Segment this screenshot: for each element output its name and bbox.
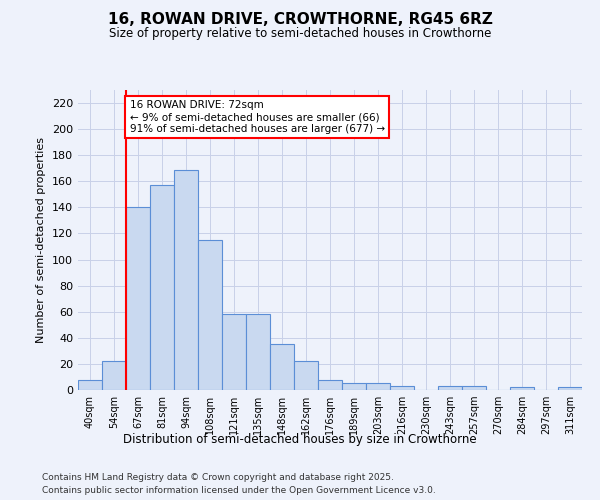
Bar [174, 170, 198, 390]
Bar [390, 386, 414, 390]
Text: Contains HM Land Registry data © Crown copyright and database right 2025.: Contains HM Land Registry data © Crown c… [42, 472, 394, 482]
Text: 16 ROWAN DRIVE: 72sqm
← 9% of semi-detached houses are smaller (66)
91% of semi-: 16 ROWAN DRIVE: 72sqm ← 9% of semi-detac… [130, 100, 385, 134]
Bar [366, 384, 390, 390]
Y-axis label: Number of semi-detached properties: Number of semi-detached properties [37, 137, 46, 343]
Bar [270, 344, 294, 390]
Text: Contains public sector information licensed under the Open Government Licence v3: Contains public sector information licen… [42, 486, 436, 495]
Text: Size of property relative to semi-detached houses in Crowthorne: Size of property relative to semi-detach… [109, 28, 491, 40]
Text: 16, ROWAN DRIVE, CROWTHORNE, RG45 6RZ: 16, ROWAN DRIVE, CROWTHORNE, RG45 6RZ [107, 12, 493, 28]
Bar [438, 386, 462, 390]
Bar [462, 386, 486, 390]
Bar [246, 314, 270, 390]
Bar [78, 380, 102, 390]
Text: Distribution of semi-detached houses by size in Crowthorne: Distribution of semi-detached houses by … [123, 432, 477, 446]
Bar [150, 185, 174, 390]
Bar [222, 314, 246, 390]
Bar [342, 384, 366, 390]
Bar [558, 388, 582, 390]
Bar [102, 362, 126, 390]
Bar [510, 388, 534, 390]
Bar [198, 240, 222, 390]
Bar [294, 362, 318, 390]
Bar [126, 208, 150, 390]
Bar [318, 380, 342, 390]
